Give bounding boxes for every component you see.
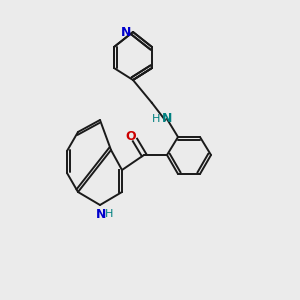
Text: N: N <box>96 208 106 220</box>
Text: H: H <box>152 114 160 124</box>
Text: O: O <box>126 130 136 143</box>
Text: H: H <box>105 209 113 219</box>
Text: N: N <box>121 26 131 38</box>
Text: N: N <box>162 112 172 125</box>
